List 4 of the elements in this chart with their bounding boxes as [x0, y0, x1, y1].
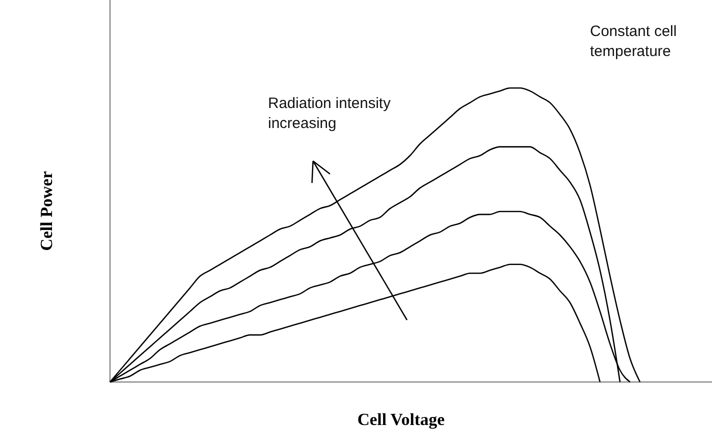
text: Constant cell temperature — [590, 23, 677, 60]
y-axis-title: Cell Power — [37, 170, 56, 251]
x-axis-title: Cell Voltage — [357, 410, 446, 429]
annotation: Radiation intensity increasing — [268, 95, 392, 132]
